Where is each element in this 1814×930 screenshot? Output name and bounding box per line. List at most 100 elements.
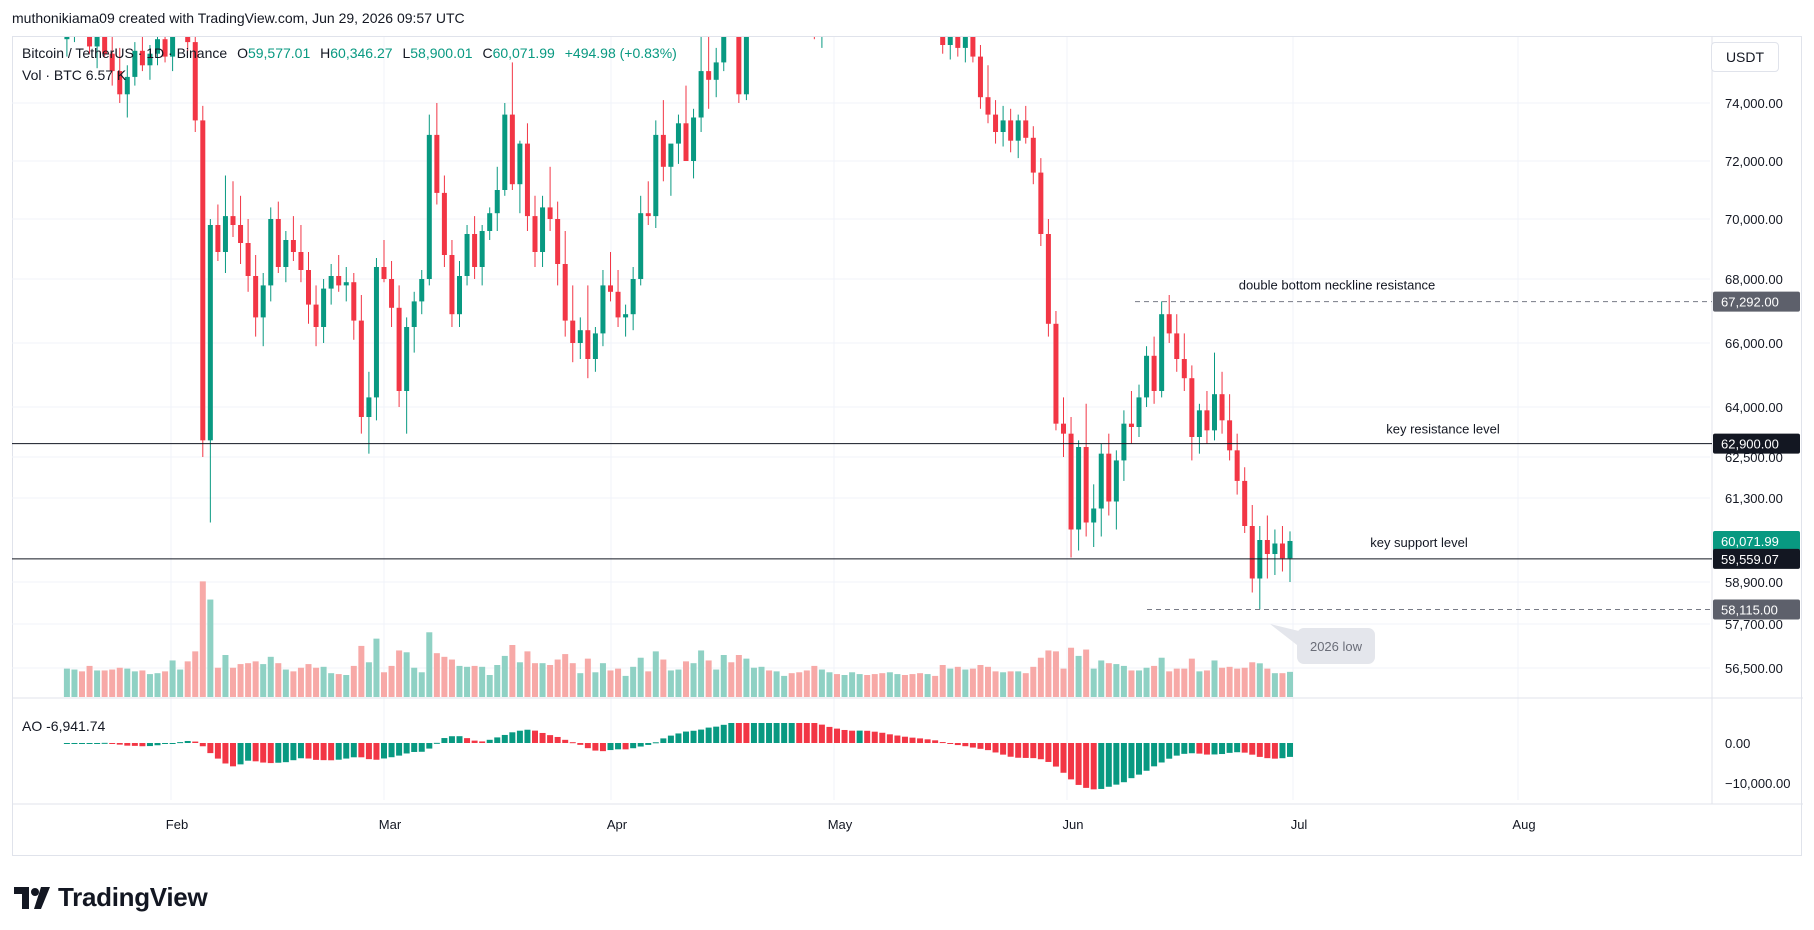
volume-bar — [1203, 670, 1210, 697]
price-tick-label: 57,700.00 — [1725, 617, 1783, 632]
ao-bar — [705, 727, 712, 743]
candle-body — [524, 143, 530, 217]
volume-bar — [607, 670, 614, 697]
candle-body — [1106, 453, 1112, 502]
annotation-2026-low: 2026 low — [1310, 639, 1363, 654]
candle-body — [411, 301, 417, 327]
volume-bar — [1234, 668, 1241, 697]
ao-bar — [728, 723, 735, 743]
candle-body — [1264, 540, 1270, 554]
ao-bar — [758, 723, 765, 743]
volume-bar — [260, 664, 267, 697]
volume-bar — [1075, 655, 1082, 697]
ao-bar — [1030, 743, 1037, 759]
ao-bar — [471, 740, 478, 743]
volume-bar — [1022, 673, 1029, 697]
ao-bar — [365, 743, 372, 760]
volume-bar — [554, 659, 561, 697]
ao-bar — [615, 743, 622, 750]
ao-bar — [1219, 743, 1226, 755]
volume-bar — [343, 675, 350, 697]
volume-bar — [320, 666, 327, 697]
currency-selector[interactable]: USDT — [1711, 42, 1779, 72]
volume-bar — [985, 666, 991, 697]
volume-bar — [365, 662, 372, 697]
axis-price-label-bg — [1713, 530, 1800, 551]
ao-bar — [781, 723, 788, 743]
volume-bar — [637, 657, 644, 697]
ao-bar — [841, 729, 848, 743]
candle-body — [389, 279, 395, 308]
ao-bar — [803, 723, 810, 743]
candle-body — [222, 216, 228, 252]
volume-bar — [1211, 660, 1218, 697]
candle-body — [1098, 453, 1104, 509]
volume-bar — [516, 662, 523, 697]
candle-body — [736, 37, 742, 95]
ao-bar — [109, 743, 116, 744]
ao-bar — [63, 743, 70, 744]
volume-bar — [1151, 665, 1158, 697]
axis-price-label: 62,900.00 — [1721, 437, 1779, 452]
volume-bar — [969, 668, 976, 697]
axis-price-label-bg — [1713, 599, 1800, 620]
candle-body — [1166, 314, 1172, 334]
candle-body — [457, 276, 462, 315]
ao-bar — [667, 735, 674, 743]
volume-bar — [690, 663, 697, 697]
volume-bar — [1264, 668, 1271, 697]
ao-label[interactable]: AO — [22, 718, 43, 734]
volume-bar — [162, 671, 169, 697]
ao-bar — [849, 730, 856, 743]
ao-bar — [418, 743, 425, 752]
candle-body — [1189, 378, 1195, 437]
volume-bar — [683, 661, 689, 697]
ao-bar — [396, 743, 403, 756]
candle-body — [200, 120, 206, 441]
ao-legend: AO -6,941.74 — [22, 718, 105, 734]
candle-body — [585, 330, 591, 359]
candle-body — [1068, 433, 1074, 530]
ao-bar — [569, 742, 576, 744]
volume-bar — [901, 675, 908, 697]
ao-tick-label: −10,000.00 — [1725, 776, 1790, 791]
axis-price-label: 60,071.99 — [1721, 534, 1779, 549]
volume-label[interactable]: Vol · BTC — [22, 67, 82, 83]
ao-bar — [245, 743, 252, 761]
ao-bar — [1075, 743, 1082, 785]
candle-body — [1219, 394, 1225, 421]
ao-bar — [909, 737, 916, 743]
candle-body — [577, 330, 583, 343]
volume-bar — [237, 664, 244, 697]
ao-bar — [1241, 743, 1248, 753]
volume-bar — [94, 670, 101, 697]
callout-bubble — [1297, 628, 1375, 664]
volume-bar — [917, 673, 924, 697]
ao-bar — [1211, 743, 1218, 755]
ao-bar — [871, 731, 878, 743]
candle-body — [1000, 120, 1006, 132]
ao-bar — [124, 743, 131, 746]
volume-bar — [947, 668, 954, 697]
volume-bar — [109, 669, 116, 697]
ao-bar — [1173, 743, 1180, 756]
candle-body — [253, 276, 259, 318]
candle-body — [1038, 172, 1044, 234]
ao-bar — [411, 743, 418, 752]
volume-bar — [448, 659, 455, 697]
candle-body — [1227, 420, 1233, 451]
ao-bar — [886, 734, 893, 743]
price-tick-label: 70,000.00 — [1725, 212, 1783, 227]
volume-bar — [660, 659, 667, 697]
candle-body — [532, 216, 538, 252]
ao-bar — [131, 743, 138, 746]
symbol-name[interactable]: Bitcoin / TetherUS · 1D · Binance — [22, 45, 228, 61]
candle-body — [449, 255, 455, 315]
volume-bar — [1083, 649, 1090, 697]
volume-bar — [146, 674, 153, 697]
candle-body — [1242, 480, 1248, 526]
candle-body — [1015, 120, 1021, 141]
price-tick-label: 66,000.00 — [1725, 336, 1783, 351]
ao-bar — [1083, 743, 1090, 788]
